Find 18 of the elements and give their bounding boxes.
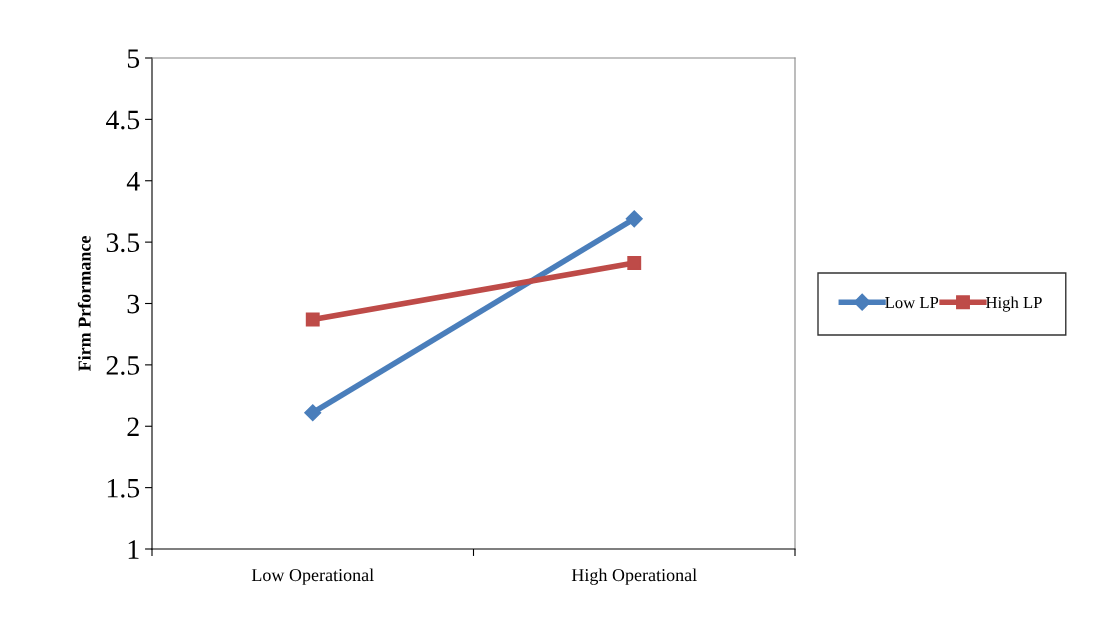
y-tick-label: 3 (127, 294, 140, 314)
point (304, 404, 322, 422)
x-tick-label: Low Operational (251, 568, 374, 585)
y-tick-label: 1 (128, 540, 139, 559)
x-tick-label: High Operational (571, 568, 697, 585)
y-tick-label: 4 (126, 172, 140, 191)
y-tick-label: 1.5 (107, 478, 140, 498)
point (625, 210, 643, 228)
y-tick-label: 5 (127, 49, 140, 68)
y-axis-title: Firm Prformance (77, 236, 91, 372)
y-tick-label: 4.5 (106, 110, 140, 130)
y-tick-label: 3.5 (106, 233, 140, 253)
y-tick-label: 2 (127, 417, 139, 436)
y-tick-label: 2.5 (106, 356, 140, 375)
point (305, 312, 320, 327)
legend-label: Low LP (885, 297, 939, 309)
point (627, 256, 642, 270)
legend-label: High LP (985, 296, 1042, 312)
